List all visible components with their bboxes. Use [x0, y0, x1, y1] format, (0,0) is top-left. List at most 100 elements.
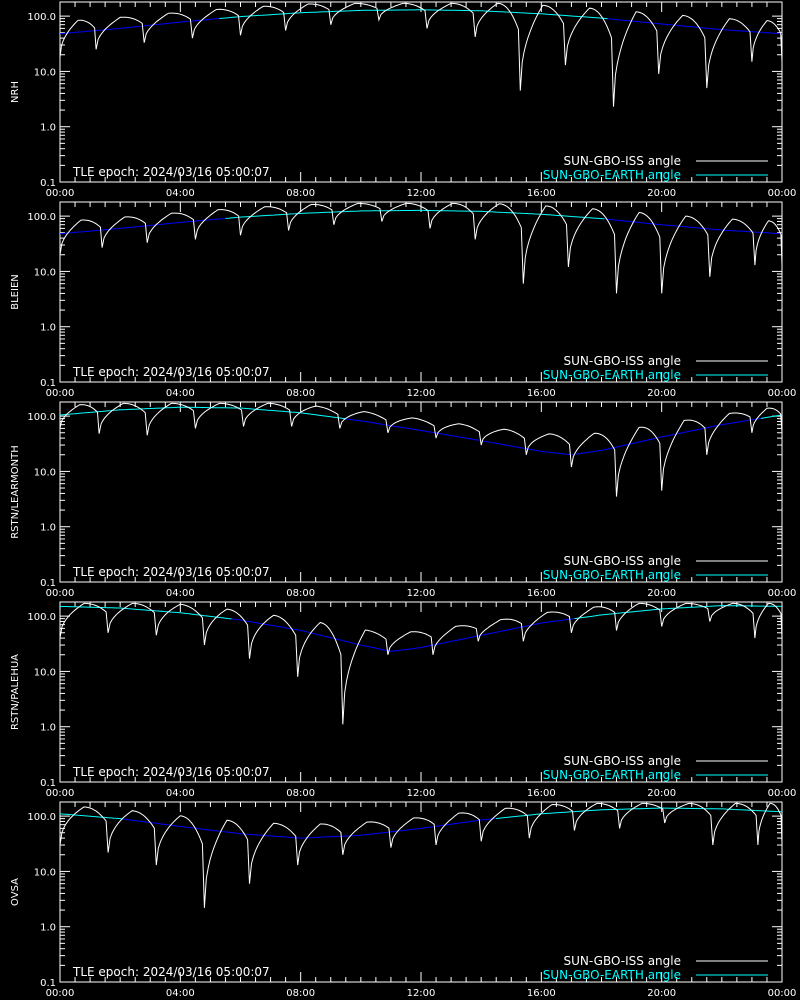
x-tick-label: 08:00	[286, 188, 315, 199]
y-tick-label: 0.1	[40, 578, 56, 589]
y-tick-label: 10.0	[34, 267, 56, 278]
tle-epoch-annotation: TLE epoch: 2024/03/16 05:00:07	[72, 965, 270, 979]
y-tick-label: 1.0	[40, 923, 56, 934]
chart-panel-1: 0.1 1.0 10.0 100.0 00:00 04:00 08:00 12:00 16:00…	[10, 1, 797, 199]
legend-iss-label: SUN-GBO-ISS angle	[564, 754, 681, 768]
series-earth-angle	[225, 209, 605, 220]
y-tick-label: 100.0	[27, 612, 56, 623]
legend-earth-label: SUN-GBO-EARTH angle	[543, 168, 681, 182]
x-tick-label: 12:00	[407, 388, 436, 399]
series-iss-angle	[60, 802, 782, 908]
legend-iss-label: SUN-GBO-ISS angle	[564, 554, 681, 568]
y-tick-label: 100.0	[27, 212, 56, 223]
x-tick-label: 08:00	[286, 788, 315, 799]
x-tick-label: 20:00	[647, 588, 676, 599]
y-axis-label: RSTN/PALEHUA	[10, 654, 21, 730]
x-tick-label: 00:00	[768, 388, 797, 399]
y-axis-label: BLEIEN	[10, 274, 21, 310]
x-tick-label: 08:00	[286, 588, 315, 599]
series-earth-angle	[123, 818, 497, 839]
y-axis-label: OVSA	[10, 878, 21, 906]
x-tick-label: 04:00	[166, 388, 195, 399]
x-tick-label: 16:00	[527, 388, 556, 399]
y-tick-label: 10.0	[34, 667, 56, 678]
x-tick-label: 16:00	[527, 988, 556, 999]
y-tick-label: 100.0	[27, 412, 56, 423]
legend-earth-label: SUN-GBO-EARTH angle	[543, 568, 681, 582]
x-tick-label: 20:00	[647, 388, 676, 399]
x-tick-label: 12:00	[407, 788, 436, 799]
x-tick-label: 12:00	[407, 588, 436, 599]
chart-panel-3: 0.1 1.0 10.0 100.0 00:00 04:00 08:00 12:00 16:00…	[10, 401, 797, 599]
tle-epoch-annotation: TLE epoch: 2024/03/16 05:00:07	[72, 765, 270, 779]
chart-panel-2: 0.1 1.0 10.0 100.0 00:00 04:00 08:00 12:00 16:00…	[10, 201, 797, 399]
x-tick-label: 04:00	[166, 188, 195, 199]
x-tick-label: 00:00	[768, 988, 797, 999]
series-earth-angle	[574, 605, 782, 620]
y-tick-label: 10.0	[34, 867, 56, 878]
x-tick-label: 16:00	[527, 188, 556, 199]
series-earth-angle	[496, 807, 782, 819]
y-tick-label: 0.1	[40, 178, 56, 189]
legend-iss-label: SUN-GBO-ISS angle	[564, 354, 681, 368]
y-tick-label: 0.1	[40, 378, 56, 389]
series-earth-angle	[60, 18, 220, 35]
x-tick-label: 00:00	[46, 988, 75, 999]
series-earth-angle	[219, 9, 608, 20]
x-tick-label: 16:00	[527, 788, 556, 799]
y-tick-label: 10.0	[34, 467, 56, 478]
y-axis-label: NRH	[10, 81, 21, 103]
x-tick-label: 00:00	[46, 788, 75, 799]
tle-epoch-annotation: TLE epoch: 2024/03/16 05:00:07	[72, 565, 270, 579]
y-tick-label: 0.1	[40, 778, 56, 789]
y-tick-label: 1.0	[40, 323, 56, 334]
tle-epoch-annotation: TLE epoch: 2024/03/16 05:00:07	[72, 165, 270, 179]
x-tick-label: 00:00	[46, 188, 75, 199]
x-tick-label: 00:00	[768, 188, 797, 199]
x-tick-label: 04:00	[166, 588, 195, 599]
chart-panel-5: 0.1 1.0 10.0 100.0 00:00 04:00 08:00 12:00 16:00…	[10, 801, 797, 999]
series-iss-angle	[60, 2, 782, 107]
legend-iss-label: SUN-GBO-ISS angle	[564, 954, 681, 968]
x-tick-label: 20:00	[647, 188, 676, 199]
y-tick-label: 1.0	[40, 523, 56, 534]
series-earth-angle	[60, 605, 232, 620]
x-tick-label: 00:00	[768, 588, 797, 599]
y-tick-label: 1.0	[40, 123, 56, 134]
series-earth-angle	[60, 406, 346, 420]
x-tick-label: 00:00	[46, 588, 75, 599]
x-tick-label: 00:00	[768, 788, 797, 799]
y-tick-label: 10.0	[34, 67, 56, 78]
x-tick-label: 20:00	[647, 788, 676, 799]
legend-earth-label: SUN-GBO-EARTH angle	[543, 368, 681, 382]
series-iss-angle	[60, 402, 782, 497]
x-tick-label: 16:00	[527, 588, 556, 599]
y-axis-label: RSTN/LEARMONTH	[10, 445, 21, 539]
legend-iss-label: SUN-GBO-ISS angle	[564, 154, 681, 168]
x-tick-label: 20:00	[647, 988, 676, 999]
series-earth-angle	[231, 618, 575, 652]
legend-earth-label: SUN-GBO-EARTH angle	[543, 968, 681, 982]
series-iss-angle	[60, 602, 782, 725]
x-tick-label: 12:00	[407, 988, 436, 999]
x-tick-label: 04:00	[166, 788, 195, 799]
series-earth-angle	[60, 217, 226, 235]
x-tick-label: 00:00	[46, 388, 75, 399]
series-iss-angle	[60, 202, 782, 294]
x-tick-label: 08:00	[286, 988, 315, 999]
x-tick-label: 04:00	[166, 988, 195, 999]
series-earth-angle	[60, 813, 124, 820]
series-earth-angle	[607, 18, 782, 35]
x-tick-label: 12:00	[407, 188, 436, 199]
tle-epoch-annotation: TLE epoch: 2024/03/16 05:00:07	[72, 365, 270, 379]
legend-earth-label: SUN-GBO-EARTH angle	[543, 768, 681, 782]
y-tick-label: 0.1	[40, 978, 56, 989]
series-earth-angle	[760, 414, 782, 419]
y-tick-label: 100.0	[27, 812, 56, 823]
y-tick-label: 1.0	[40, 723, 56, 734]
x-tick-label: 08:00	[286, 388, 315, 399]
chart-panel-4: 0.1 1.0 10.0 100.0 00:00 04:00 08:00 12:00 16:00…	[10, 601, 797, 799]
series-earth-angle	[345, 417, 761, 456]
y-tick-label: 100.0	[27, 12, 56, 23]
